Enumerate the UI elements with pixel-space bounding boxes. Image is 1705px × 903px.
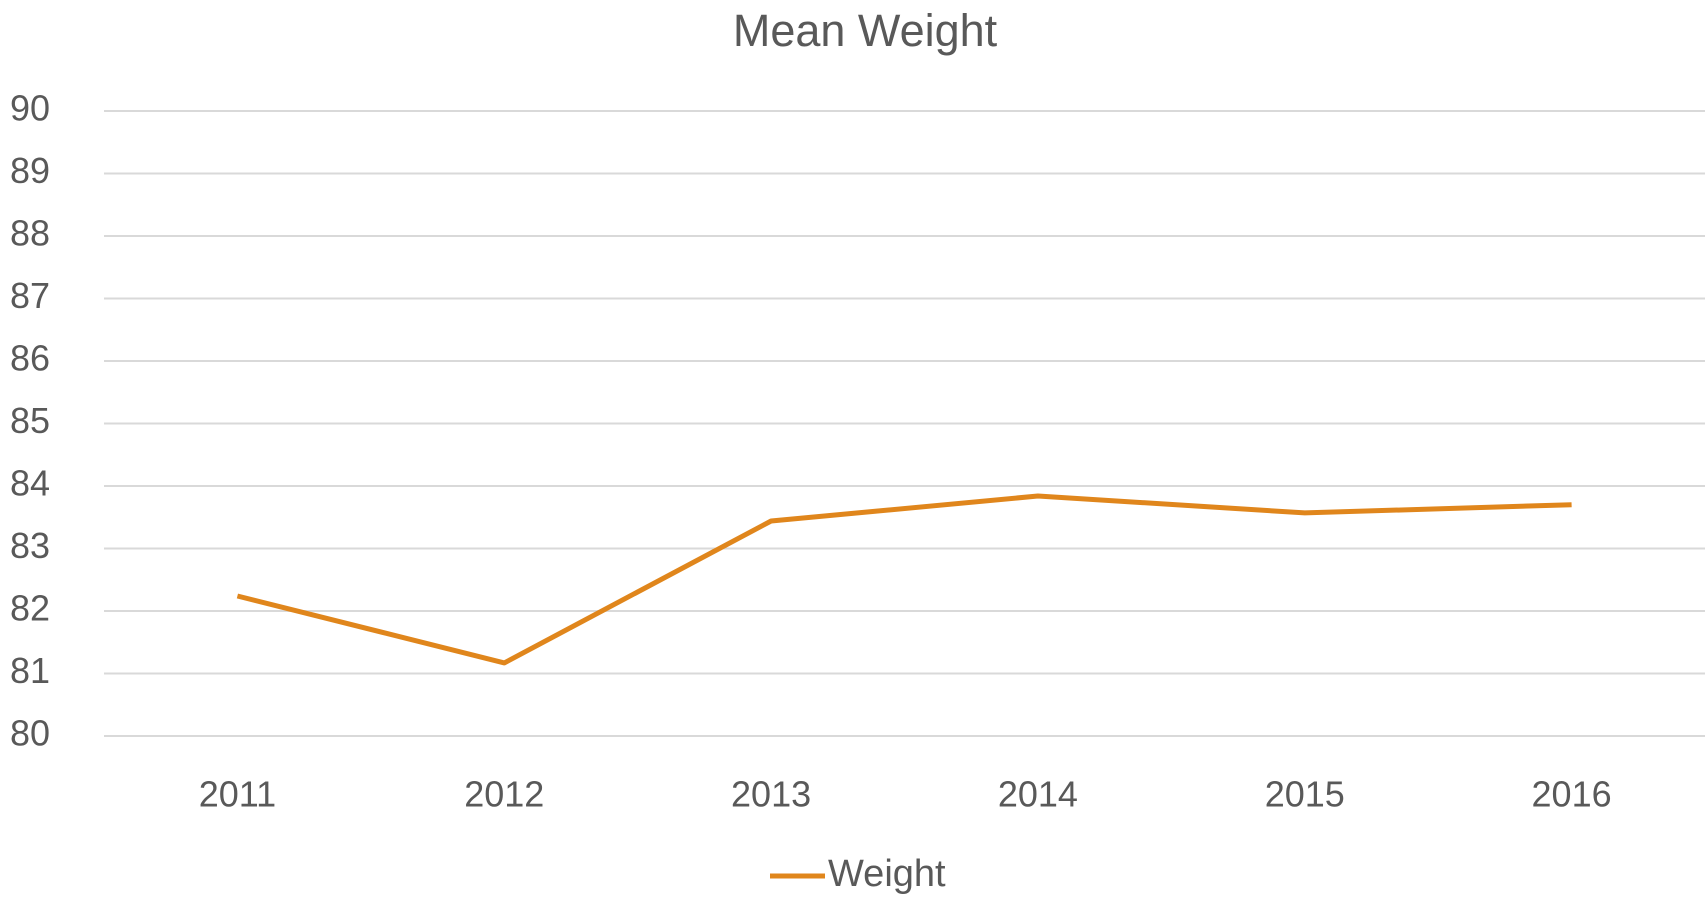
x-tick-label: 2012 [464,774,544,815]
y-tick-label: 89 [10,150,50,191]
legend-label: Weight [828,853,946,895]
x-tick-label: 2011 [199,774,276,815]
data-line [236,493,1572,666]
y-tick-label: 90 [10,88,50,129]
y-tick-label: 86 [10,338,50,379]
y-tick-label: 88 [10,213,50,254]
x-tick-label: 2014 [998,774,1078,815]
y-tick-label: 85 [10,400,50,441]
y-tick-label: 82 [10,588,50,629]
chart-title: Mean Weight [733,5,998,56]
x-tick-label: 2016 [1532,774,1612,815]
x-tick-label: 2013 [731,774,811,815]
y-tick-label: 81 [10,650,50,691]
y-tick-label: 80 [10,713,50,754]
y-tick-label: 87 [10,275,50,316]
y-tick-label: 83 [10,525,50,566]
x-tick-label: 2015 [1265,774,1345,815]
y-tick-label: 84 [10,463,50,504]
